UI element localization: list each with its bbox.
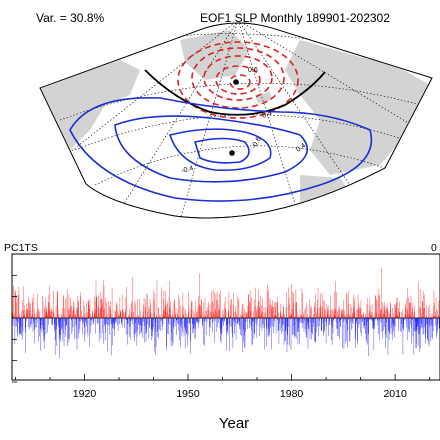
x-tick-label: 1950 [176,388,200,400]
map-title: EOF1 SLP Monthly 189901-202302 [200,11,390,25]
map-sector-border [39,22,433,219]
x-ticks [15,374,431,380]
contour-label: 0.6 [248,67,258,74]
x-axis-label: Year [219,415,249,432]
contour-label: 0.4 [261,110,273,120]
land-north-america [40,60,140,150]
negative-contours [69,96,373,202]
x-tick-label: 2010 [383,388,407,400]
variance-label: Var. = 30.8% [36,11,104,25]
negative-contour-4 [193,137,250,164]
positive-center-marker [233,79,239,85]
x-tick-labels: 1920 1950 1980 2010 [73,388,407,400]
positive-contour-3 [203,55,273,101]
negative-center-marker [229,150,235,156]
contour-label: -0.4 [181,165,195,175]
plot-frame [11,253,440,381]
negative-contour-1 [69,96,373,202]
land-masses [40,30,430,215]
positive-contour-4 [215,65,261,95]
y-ticks [12,253,17,383]
positive-contour-2 [191,47,285,109]
x-tick-label: 1980 [280,388,304,400]
negative-contour-2 [114,115,309,183]
contour-label: 0.4 [295,142,307,153]
negative-contour-3 [168,128,272,172]
pc-plot: 1920 1950 1980 2010 [11,253,440,400]
positive-contours [177,41,299,119]
pc-bars [11,267,440,359]
land-eurasia [285,40,430,175]
map-panel: -0.4 -0.6 0.6 0.4 0.4 [39,22,433,219]
positive-contour-1 [177,41,299,119]
positive-contour-5 [229,74,251,90]
land-greenland [180,30,250,80]
pc-title-left: PC1TS [4,242,38,254]
x-tick-label: 1920 [73,388,97,400]
pc-title-right: 0 [431,242,437,254]
zero-contour [144,69,326,116]
